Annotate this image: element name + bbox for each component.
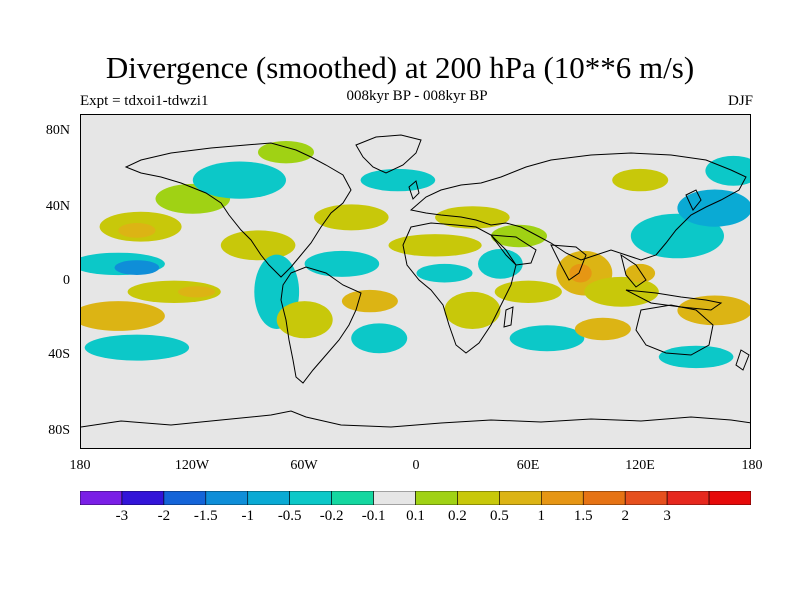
colorbar-label: 0.5 — [490, 508, 509, 524]
field-patch — [658, 345, 734, 369]
colorbar-swatch — [582, 491, 626, 505]
coastline-madagascar — [503, 306, 514, 328]
coastline-australia — [635, 304, 714, 356]
experiment-label: Expt = tdxoi1-tdwzi1 — [80, 93, 209, 109]
field-patch — [444, 291, 501, 329]
coastline-africa — [402, 222, 517, 354]
colorbar-label: -2 — [157, 508, 171, 524]
field-patch — [127, 280, 221, 303]
lon-label-120w: 120W — [174, 458, 210, 473]
lat-label-0: 0 — [63, 273, 70, 288]
coastline-south-america — [280, 266, 362, 384]
field-patch — [84, 334, 190, 361]
field-patch — [705, 155, 750, 186]
colorbar-swatch — [457, 491, 500, 505]
lon-label-180e: 180 — [741, 458, 763, 473]
field-patch — [574, 317, 631, 341]
lat-label-80n: 80N — [45, 123, 70, 138]
colorbar-swatch — [205, 491, 249, 505]
colorbar-label: 0.2 — [448, 508, 467, 524]
colorbar-label: 0.1 — [406, 508, 425, 524]
season-label: DJF — [727, 93, 753, 109]
colorbar-swatch — [80, 491, 123, 505]
colorbar-swatch — [708, 491, 751, 505]
field-patch — [118, 223, 156, 238]
field-patch — [341, 289, 398, 313]
colorbar-swatch — [163, 491, 207, 505]
field-patches — [81, 141, 750, 369]
period-subtitle: 008kyr BP - 008kyr BP — [346, 88, 488, 104]
field-patch — [81, 301, 165, 331]
field-patch — [416, 263, 473, 283]
field-patch — [192, 161, 286, 199]
colorbar-label: -1.5 — [193, 508, 218, 524]
colorbar-label: -0.1 — [361, 508, 386, 524]
field-patch — [478, 249, 523, 279]
field-patch — [494, 280, 562, 303]
field-patch — [314, 204, 389, 231]
field-patch — [509, 325, 585, 352]
colorbar-label: 2 — [621, 508, 629, 524]
map-plot — [80, 114, 751, 449]
field-patch — [114, 260, 160, 275]
lon-label-120e: 120E — [625, 458, 655, 473]
field-patch — [360, 168, 436, 192]
coastline-se-asia — [620, 253, 647, 288]
field-patch — [178, 286, 216, 298]
coastline-uk — [408, 180, 420, 200]
colorbar-label: 1.5 — [573, 508, 593, 524]
field-patch — [491, 224, 547, 248]
colorbar-swatch — [541, 491, 584, 505]
field-patch — [276, 301, 333, 339]
field-patch — [625, 263, 656, 283]
lon-label-180w: 180 — [69, 458, 91, 473]
lat-label-80s: 80S — [48, 423, 70, 438]
colorbar — [80, 491, 751, 505]
colorbar-swatch — [624, 491, 668, 505]
colorbar-label: -3 — [115, 508, 129, 524]
field-patch — [677, 295, 750, 326]
divergence-map — [81, 134, 750, 428]
field-patch — [304, 250, 380, 277]
colorbar-swatch — [121, 491, 165, 505]
coastline-north-america — [124, 142, 352, 278]
colorbar-label: 3 — [663, 508, 671, 524]
colorbar-swatch — [289, 491, 332, 505]
chart-title: Divergence (smoothed) at 200 hPa (10**6 … — [105, 50, 695, 85]
coastline-new-zealand — [735, 349, 750, 371]
colorbar-swatch — [247, 491, 290, 505]
colorbar-label: -1 — [241, 508, 255, 524]
colorbar-swatch — [331, 491, 374, 505]
colorbar-label: -0.5 — [277, 508, 302, 524]
colorbar-label: 1 — [537, 508, 546, 524]
field-patch — [569, 263, 592, 283]
lon-label-60w: 60W — [290, 458, 318, 473]
coastline-greenland — [355, 134, 422, 174]
lon-label-60e: 60E — [516, 458, 540, 473]
coastline-antarctica — [81, 410, 750, 428]
coastline-japan — [685, 189, 702, 211]
coastline-indonesia — [625, 289, 723, 311]
lat-label-40n: 40N — [45, 199, 70, 214]
field-patch — [612, 168, 669, 192]
colorbar-swatch — [499, 491, 542, 505]
field-patch — [258, 141, 314, 164]
field-patch — [351, 323, 408, 354]
lat-label-40s: 40S — [48, 347, 70, 362]
colorbar-label: -0.2 — [319, 508, 344, 524]
coastlines — [81, 134, 750, 428]
field-patch — [677, 189, 750, 227]
colorbar-swatch — [415, 491, 458, 505]
coastline-arabia — [489, 234, 537, 266]
colorbar-swatches — [80, 491, 751, 505]
colorbar-swatch — [666, 491, 710, 505]
lon-label-0: 0 — [412, 458, 420, 473]
colorbar-swatch — [373, 491, 416, 505]
field-patch — [220, 230, 296, 261]
coastline-india — [550, 244, 587, 281]
field-patch — [435, 206, 510, 229]
field-patch — [388, 234, 482, 257]
coastline-eurasia — [409, 152, 747, 261]
